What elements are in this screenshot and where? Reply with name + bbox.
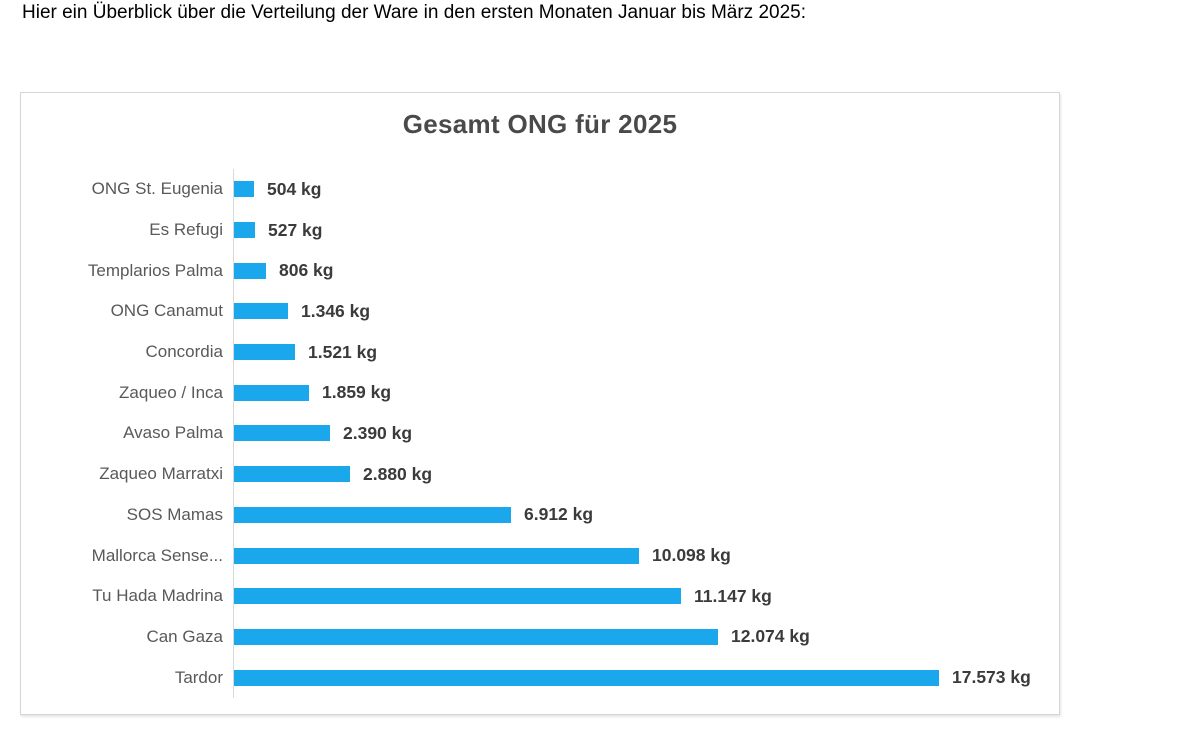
category-label: Zaqueo / Inca (119, 382, 223, 402)
chart-container: Gesamt ONG für 2025 ONG St. Eugenia 504 k… (20, 92, 1060, 715)
category-label: Tardor (174, 667, 223, 687)
category-label: Zaqueo Marratxi (99, 464, 223, 484)
bar-area: 1.521 kg (234, 342, 1059, 363)
value-label: 2.390 kg (343, 422, 413, 443)
bar-area: 527 kg (234, 220, 1059, 241)
value-label: 2.880 kg (363, 463, 433, 484)
chart-row: ONG St. Eugenia 504 kg (21, 169, 1059, 210)
bar-area: 2.390 kg (234, 423, 1059, 444)
chart-row: Zaqueo Marratxi 2.880 kg (21, 454, 1059, 495)
bar-area: 10.098 kg (234, 545, 1059, 566)
category-label: Avaso Palma (123, 423, 223, 443)
chart-row: Zaqueo / Inca 1.859 kg (21, 372, 1059, 413)
bar-area: 12.074 kg (234, 626, 1059, 647)
bar-rows: ONG St. Eugenia 504 kg Es Refugi 527 kg Temp… (21, 169, 1059, 698)
chart-title: Gesamt ONG für 2025 (402, 109, 678, 139)
bar-area: 2.880 kg (234, 464, 1059, 485)
bar-area: 6.912 kg (234, 504, 1059, 525)
chart-row: Avaso Palma 2.390 kg (21, 413, 1059, 454)
category-label: Mallorca Sense... (91, 545, 223, 565)
bar (234, 506, 511, 523)
value-label: 1.521 kg (308, 341, 378, 362)
bar (234, 628, 718, 645)
chart-row: SOS Mamas 6.912 kg (21, 495, 1059, 536)
bar-area: 17.573 kg (234, 667, 1059, 688)
category-label: Es Refugi (149, 220, 223, 240)
bar-area: 11.147 kg (234, 586, 1059, 607)
category-label: Can Gaza (146, 626, 223, 646)
category-label: SOS Mamas (126, 504, 223, 524)
bar (234, 384, 309, 401)
value-label: 17.573 kg (952, 667, 1031, 688)
bar-area: 1.859 kg (234, 382, 1059, 403)
intro-text: Hier ein Überblick über die Verteilung d… (22, 2, 806, 23)
category-label: Tu Hada Madrina (92, 586, 223, 606)
value-label: 806 kg (279, 260, 334, 281)
chart-row: Concordia 1.521 kg (21, 332, 1059, 373)
category-label: Concordia (145, 342, 224, 362)
value-label: 10.098 kg (652, 545, 731, 566)
bar (234, 588, 681, 605)
chart-row: Templarios Palma 806 kg (21, 250, 1059, 291)
chart-row: Es Refugi 527 kg (21, 210, 1059, 251)
value-label: 1.859 kg (322, 382, 392, 403)
value-label: 11.147 kg (694, 585, 772, 606)
bar (234, 303, 288, 320)
chart-row: Mallorca Sense... 10.098 kg (21, 535, 1059, 576)
bar-area: 504 kg (234, 179, 1059, 200)
chart-row: Can Gaza 12.074 kg (21, 617, 1059, 658)
value-label: 504 kg (267, 178, 322, 199)
bar (234, 344, 295, 361)
bar (234, 547, 639, 564)
chart-row: Tardor 17.573 kg (21, 657, 1059, 698)
category-label: Templarios Palma (87, 260, 223, 280)
category-label: ONG St. Eugenia (91, 179, 223, 199)
bar (234, 466, 350, 483)
bar (234, 181, 254, 198)
value-label: 1.346 kg (301, 300, 371, 321)
chart-row: Tu Hada Madrina 11.147 kg (21, 576, 1059, 617)
bar (234, 262, 266, 279)
value-label: 527 kg (268, 219, 323, 240)
plot-area: ONG St. Eugenia 504 kg Es Refugi 527 kg Temp… (21, 169, 1059, 698)
y-axis-line (233, 169, 234, 698)
chart-row: ONG Canamut 1.346 kg (21, 291, 1059, 332)
bar (234, 222, 255, 239)
bar-area: 806 kg (234, 260, 1059, 281)
value-label: 12.074 kg (731, 626, 810, 647)
bar (234, 425, 330, 442)
value-label: 6.912 kg (524, 504, 594, 525)
category-label: ONG Canamut (110, 301, 223, 321)
bar-area: 1.346 kg (234, 301, 1059, 322)
bar (234, 669, 939, 686)
